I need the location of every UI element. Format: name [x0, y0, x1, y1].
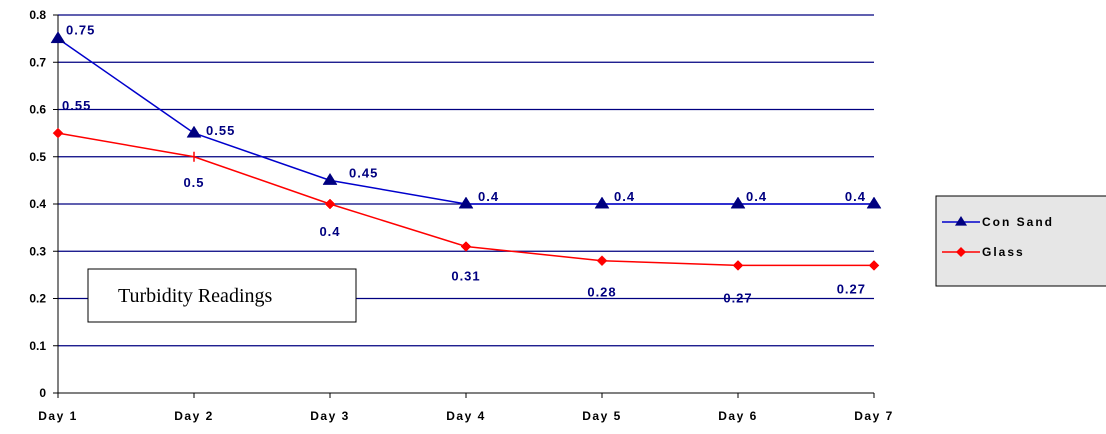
data-label: 0.27 [837, 281, 866, 296]
y-tick-label: 0.1 [29, 339, 46, 353]
y-tick-label: 0.6 [29, 103, 46, 117]
glass-marker [596, 255, 608, 267]
y-axis-ticks: 0 0.1 0.2 0.3 0.4 0.5 0.6 0.7 0.8 [29, 8, 58, 400]
glass-marker [52, 127, 64, 139]
data-label: 0.27 [723, 290, 752, 305]
data-label: 0.4 [319, 224, 340, 239]
data-label: 0.4 [746, 189, 767, 204]
chart-title-box: Turbidity Readings [87, 268, 357, 323]
y-tick-label: 0.3 [29, 244, 46, 258]
y-tick-label: 0.5 [29, 150, 46, 164]
data-label: 0.31 [451, 269, 480, 284]
legend-label: Con Sand [982, 215, 1054, 229]
x-tick-label: Day 3 [310, 409, 350, 423]
con-sand-marker [866, 196, 882, 209]
x-tick-label: Day 4 [446, 409, 486, 423]
con-sand-marker [186, 125, 202, 138]
legend-box [935, 195, 1106, 287]
series-layer [50, 31, 882, 271]
con-sand-marker [50, 31, 66, 44]
x-tick-label: Day 1 [38, 409, 78, 423]
legend-marker-diamond [956, 247, 966, 257]
axes [57, 15, 874, 394]
legend: Con Sand Glass [935, 195, 1106, 287]
x-axis-ticks: Day 1 Day 2 Day 3 Day 4 Day 5 Day 6 Day 7 [38, 393, 894, 423]
y-tick-label: 0.7 [29, 55, 46, 69]
legend-label: Glass [982, 245, 1025, 259]
y-tick-label: 0.8 [29, 8, 46, 22]
glass-marker [868, 260, 880, 271]
x-tick-label: Day 7 [854, 409, 894, 423]
data-label: 0.4 [845, 189, 866, 204]
con-sand-marker [594, 196, 610, 209]
data-label: 0.5 [183, 175, 204, 190]
x-tick-label: Day 5 [582, 409, 622, 423]
con-sand-marker [322, 172, 338, 185]
glass-marker [324, 198, 336, 210]
data-labels: 0.75 0.55 0.45 0.4 0.4 0.4 0.4 0.55 0.5 0.4 0.31 0.… [62, 23, 866, 306]
data-label: 0.28 [587, 285, 616, 300]
con-sand-line [57, 38, 874, 205]
chart-title: Turbidity Readings [118, 285, 272, 307]
data-label: 0.55 [62, 98, 91, 113]
y-tick-label: 0 [39, 386, 46, 400]
x-tick-label: Day 6 [718, 409, 758, 423]
glass-marker [732, 260, 744, 271]
legend-marker-triangle [955, 216, 967, 226]
data-label: 0.4 [614, 189, 635, 204]
con-sand-marker [730, 196, 746, 209]
y-tick-label: 0.4 [29, 197, 46, 211]
data-label: 0.45 [349, 165, 378, 180]
y-tick-label: 0.2 [29, 292, 46, 306]
data-label: 0.75 [66, 23, 95, 38]
con-sand-marker [458, 196, 474, 209]
glass-marker [460, 241, 472, 252]
data-label: 0.55 [206, 123, 235, 138]
data-label: 0.4 [478, 189, 499, 204]
x-tick-label: Day 2 [174, 409, 214, 423]
